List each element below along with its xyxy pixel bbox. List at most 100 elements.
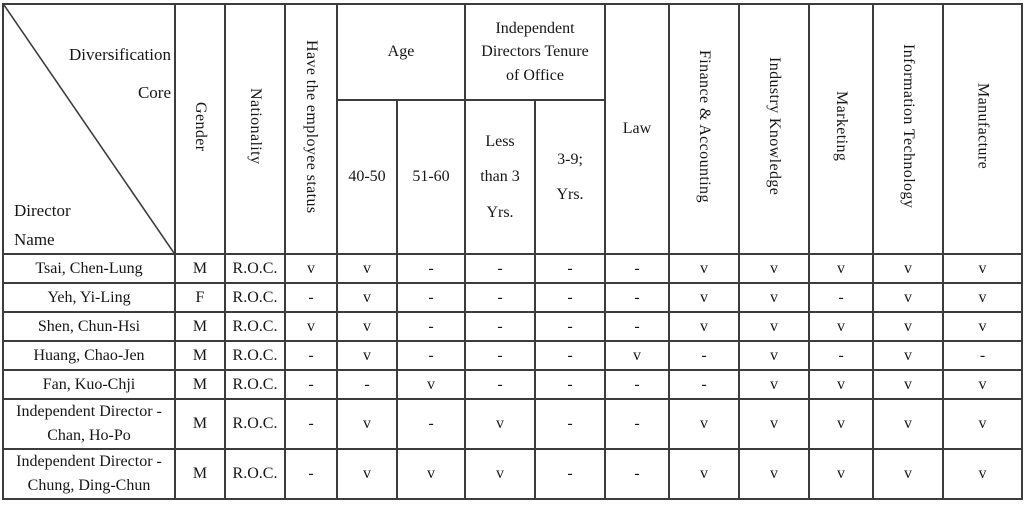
value-cell: M [174,448,226,500]
value-cell: v [738,282,810,313]
col-header-marketing: Marketing [808,3,874,255]
col-header-law: Law [604,3,670,255]
value-cell: - [534,253,606,284]
value-cell: - [534,369,606,400]
table-row: Huang, Chao-Jen M R.O.C. - v - - - v - v - v - [2,340,1023,371]
value-cell: - [808,282,874,313]
director-name-cell: Yeh, Yi-Ling [2,282,176,313]
value-cell: - [668,369,740,400]
value-cell: v [872,448,944,500]
value-cell: - [396,282,466,313]
value-cell: v [872,369,944,400]
corner-label-core: Core [137,83,171,102]
value-cell: v [942,369,1023,400]
table-row: Fan, Kuo-Chji M R.O.C. - - v - - - - v v v v [2,369,1023,400]
value-cell: M [174,340,226,371]
value-cell: - [464,282,536,313]
value-cell: v [942,282,1023,313]
value-cell: v [464,398,536,450]
value-cell: v [872,253,944,284]
value-cell: v [668,398,740,450]
value-cell: R.O.C. [224,311,286,342]
value-cell: - [604,253,670,284]
value-cell: v [808,448,874,500]
diagonal-line [5,6,173,252]
value-cell: - [534,340,606,371]
value-cell: - [534,311,606,342]
value-cell: - [284,398,338,450]
header-row-groups: Diversification Core Director Name Gende… [2,3,1023,255]
col-header-industry-knowledge: Industry Knowledge [738,3,810,255]
value-cell: v [336,340,398,371]
directors-table: Diversification Core Director Name Gende… [2,3,1023,500]
value-cell: v [604,340,670,371]
value-cell: v [872,398,944,450]
value-cell: - [464,369,536,400]
value-cell: - [464,340,536,371]
value-cell: R.O.C. [224,282,286,313]
value-cell: - [284,282,338,313]
value-cell: R.O.C. [224,448,286,500]
value-cell: M [174,311,226,342]
value-cell: - [534,282,606,313]
value-cell: v [668,282,740,313]
director-name-cell: Independent Director - Chung, Ding-Chun [2,448,176,500]
value-cell: v [284,311,338,342]
value-cell: M [174,398,226,450]
value-cell: v [668,311,740,342]
corner-label-diversification: Diversification [69,45,171,64]
value-cell: - [942,340,1023,371]
value-cell: v [808,253,874,284]
value-cell: v [396,369,466,400]
value-cell: v [872,311,944,342]
value-cell: R.O.C. [224,369,286,400]
value-cell: F [174,282,226,313]
value-cell: - [534,398,606,450]
value-cell: - [284,369,338,400]
value-cell: v [738,448,810,500]
value-cell: R.O.C. [224,340,286,371]
value-cell: v [738,340,810,371]
value-cell: v [942,311,1023,342]
col-header-age-51-60: 51-60 [396,99,466,255]
corner-header-cell: Diversification Core Director Name [2,3,176,255]
table-header: Diversification Core Director Name Gende… [2,3,1023,255]
corner-label-name: Name [14,230,55,249]
table-row: Shen, Chun-Hsi M R.O.C. v v - - - - v v v v v [2,311,1023,342]
col-header-employee-status: Have the employee status [284,3,338,255]
director-name-cell: Tsai, Chen-Lung [2,253,176,284]
value-cell: v [284,253,338,284]
value-cell: - [604,398,670,450]
director-name-cell: Fan, Kuo-Chji [2,369,176,400]
col-group-tenure: Independent Directors Tenure of Office [464,3,606,101]
value-cell: v [336,448,398,500]
value-cell: v [942,253,1023,284]
value-cell: - [396,311,466,342]
col-header-manufacture: Manufacture [942,3,1023,255]
value-cell: v [464,448,536,500]
col-header-gender: Gender [174,3,226,255]
value-cell: v [668,253,740,284]
director-name-cell: Shen, Chun-Hsi [2,311,176,342]
value-cell: - [336,369,398,400]
value-cell: v [336,398,398,450]
value-cell: v [808,398,874,450]
value-cell: v [942,448,1023,500]
value-cell: - [604,369,670,400]
value-cell: - [808,340,874,371]
value-cell: v [808,311,874,342]
table-row: Tsai, Chen-Lung M R.O.C. v v - - - - v v v v v [2,253,1023,284]
col-group-age: Age [336,3,466,101]
corner-label-director: Director [14,201,71,220]
table-row: Independent Director - Chung, Ding-Chun M… [2,448,1023,500]
table-row: Independent Director - Chan, Ho-Po M R.O.C… [2,398,1023,450]
value-cell: - [604,311,670,342]
value-cell: v [336,282,398,313]
value-cell: R.O.C. [224,398,286,450]
col-header-tenure-less-3: Less than 3 Yrs. [464,99,536,255]
value-cell: - [396,398,466,450]
col-header-information-technology: Information Technology [872,3,944,255]
table-row: Yeh, Yi-Ling F R.O.C. - v - - - - v v - v v [2,282,1023,313]
value-cell: M [174,253,226,284]
